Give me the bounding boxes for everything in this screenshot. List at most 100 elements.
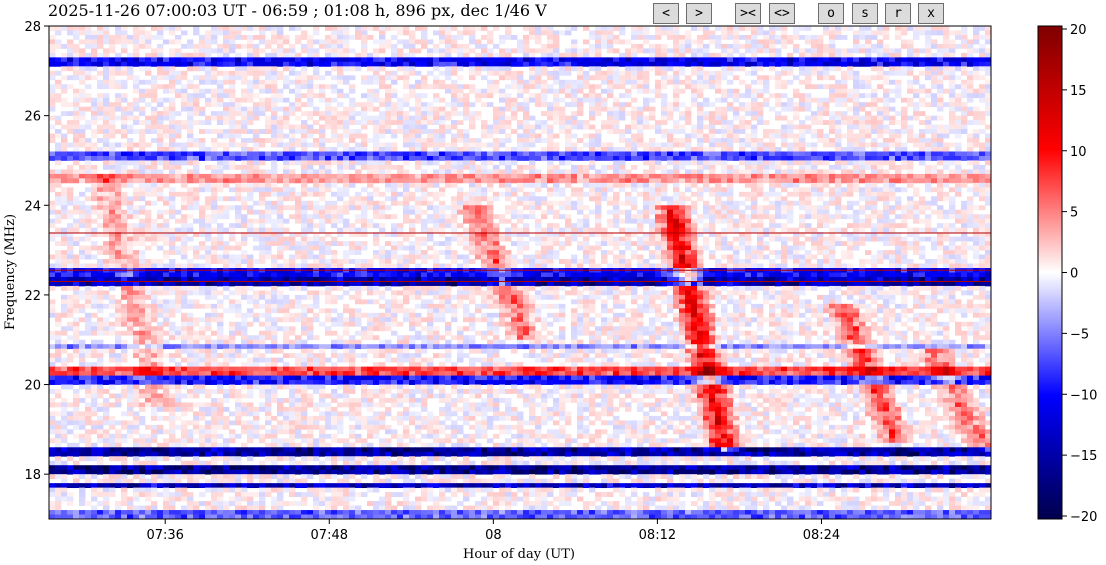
heat-cell xyxy=(271,263,278,269)
heat-cell xyxy=(199,375,206,381)
zoom-out-button[interactable]: <> xyxy=(769,3,795,24)
heat-cell xyxy=(55,429,62,435)
heat-cell xyxy=(313,469,320,475)
heat-cell xyxy=(271,375,278,381)
heat-cell xyxy=(403,70,410,76)
heat-cell xyxy=(277,465,284,471)
heat-cell xyxy=(391,52,398,58)
heat-cell xyxy=(109,115,116,121)
heat-cell xyxy=(91,196,98,202)
heat-cell xyxy=(289,514,296,520)
heat-cell xyxy=(175,48,182,54)
heat-cell xyxy=(235,245,242,251)
heat-cell xyxy=(169,147,176,152)
heat-cell xyxy=(103,142,110,148)
heat-cell xyxy=(73,196,80,202)
heat-cell xyxy=(91,263,98,269)
heat-cell xyxy=(313,138,320,143)
heat-cell xyxy=(55,97,62,103)
o-button[interactable]: o xyxy=(818,3,844,24)
heat-cell xyxy=(97,281,104,287)
x-button[interactable]: x xyxy=(918,3,944,24)
heat-cell xyxy=(133,227,140,233)
heat-cell xyxy=(109,178,116,184)
heat-cell xyxy=(265,308,272,314)
heat-cell xyxy=(91,48,98,54)
heat-cell xyxy=(259,469,266,475)
heat-cell xyxy=(277,30,284,36)
heat-cell xyxy=(355,456,362,462)
heat-cell xyxy=(301,155,308,161)
heat-cell xyxy=(397,469,404,475)
heat-cell xyxy=(319,362,326,368)
heat-cell xyxy=(385,102,392,108)
heat-cell xyxy=(187,97,194,103)
heat-cell xyxy=(211,438,218,444)
heat-cell xyxy=(253,142,260,148)
heat-cell xyxy=(337,456,344,462)
heat-cell xyxy=(259,321,266,327)
heat-cell xyxy=(229,102,236,108)
heat-cell xyxy=(319,250,326,255)
heat-cell xyxy=(265,187,272,193)
zoom-in-button[interactable]: >< xyxy=(735,3,761,24)
heat-cell xyxy=(229,353,236,359)
heat-cell xyxy=(211,236,218,242)
heat-cell xyxy=(151,326,158,332)
s-button[interactable]: s xyxy=(852,3,878,24)
heat-cell xyxy=(103,501,110,506)
heat-cell xyxy=(337,124,344,130)
heat-cell xyxy=(403,93,410,99)
heat-cell xyxy=(73,120,80,125)
heat-cell xyxy=(235,129,242,134)
heat-cell xyxy=(97,84,104,90)
heat-cell xyxy=(265,447,272,453)
heat-cell xyxy=(61,241,68,247)
heat-cell xyxy=(157,357,164,363)
heat-cell xyxy=(337,214,344,220)
heat-cell xyxy=(127,330,134,336)
heat-cell xyxy=(187,115,194,121)
heat-cell xyxy=(301,447,308,453)
heat-cell xyxy=(103,433,110,439)
heat-cell xyxy=(379,61,386,67)
heat-cell xyxy=(385,205,392,211)
heat-cell xyxy=(283,294,290,300)
heat-cell xyxy=(343,218,350,224)
heat-cell xyxy=(235,478,242,484)
heat-cell xyxy=(103,290,110,296)
heat-cell xyxy=(241,362,248,368)
next-button[interactable]: > xyxy=(686,3,712,24)
heat-cell xyxy=(79,142,86,148)
heat-cell xyxy=(247,26,254,31)
heat-cell xyxy=(223,456,230,462)
heat-cell xyxy=(265,335,272,341)
heat-cell xyxy=(229,75,236,81)
heat-cell xyxy=(373,362,380,368)
heat-cell xyxy=(241,232,248,238)
heat-cell xyxy=(301,187,308,193)
heat-cell xyxy=(73,223,80,229)
heat-cell xyxy=(235,102,242,108)
heat-cell xyxy=(187,196,194,202)
heat-cell xyxy=(397,389,404,394)
heat-cell xyxy=(385,151,392,157)
r-button[interactable]: r xyxy=(885,3,911,24)
heat-cell xyxy=(145,214,152,220)
heat-cell xyxy=(169,209,176,215)
heat-cell xyxy=(157,465,164,471)
heat-cell xyxy=(103,514,110,520)
heat-cell xyxy=(127,155,134,161)
heat-cell xyxy=(211,30,218,36)
heat-cell xyxy=(223,227,230,233)
heat-cell xyxy=(367,218,374,224)
heat-cell xyxy=(325,263,332,269)
prev-button[interactable]: < xyxy=(653,3,679,24)
heat-cell xyxy=(211,353,218,359)
heat-cell xyxy=(103,227,110,233)
heat-cell xyxy=(325,465,332,471)
heat-cell xyxy=(79,474,86,480)
heat-cell xyxy=(271,294,278,300)
heat-cell xyxy=(73,308,80,314)
heat-cell xyxy=(205,483,212,489)
